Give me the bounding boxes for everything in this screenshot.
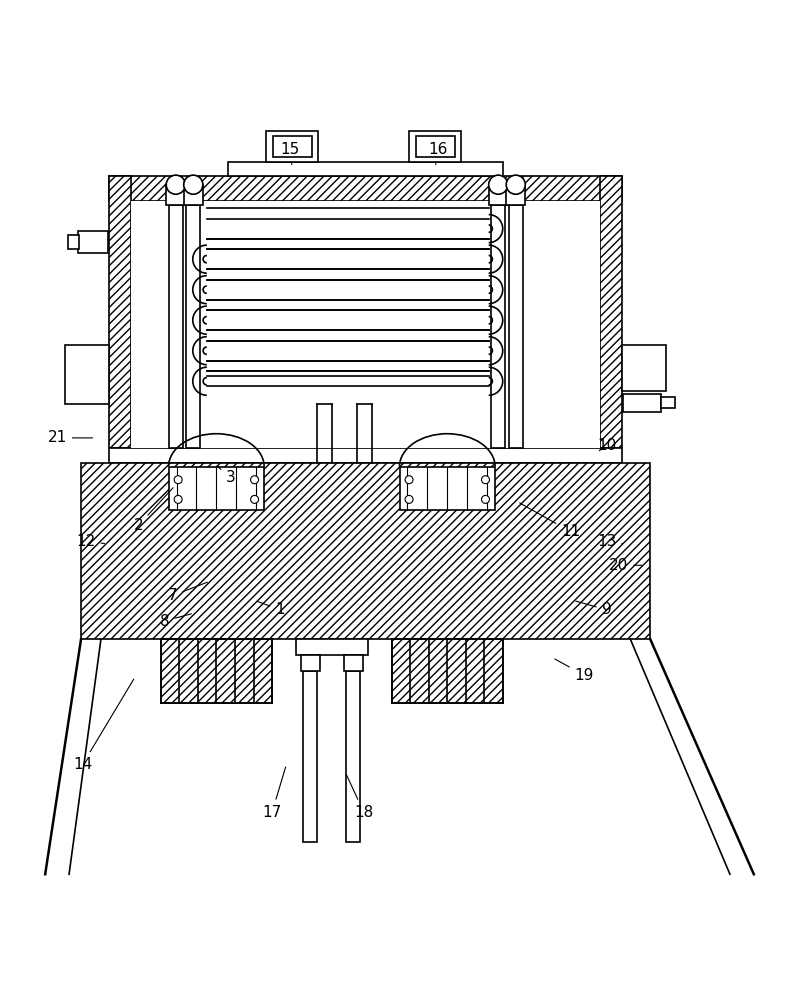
Bar xyxy=(303,671,317,842)
Bar xyxy=(65,345,109,404)
Bar xyxy=(415,136,455,157)
Text: 2: 2 xyxy=(133,488,173,533)
Bar xyxy=(296,639,368,655)
Text: 16: 16 xyxy=(428,142,447,164)
Circle shape xyxy=(405,476,413,484)
Bar xyxy=(344,655,363,671)
Text: 21: 21 xyxy=(47,430,93,445)
Bar xyxy=(392,639,503,703)
Circle shape xyxy=(482,476,490,484)
Text: 9: 9 xyxy=(576,601,611,617)
Bar xyxy=(68,235,78,249)
Text: 7: 7 xyxy=(168,582,208,603)
Circle shape xyxy=(166,175,185,194)
Circle shape xyxy=(405,495,413,503)
Bar xyxy=(300,655,320,671)
Text: 1: 1 xyxy=(257,601,285,617)
Bar xyxy=(169,205,183,448)
Circle shape xyxy=(251,476,259,484)
Text: 15: 15 xyxy=(280,142,300,164)
Bar xyxy=(491,205,506,448)
Bar xyxy=(229,162,503,176)
Circle shape xyxy=(482,495,490,503)
Text: 18: 18 xyxy=(347,775,373,820)
Bar xyxy=(400,467,495,510)
Bar xyxy=(169,467,264,510)
Text: 12: 12 xyxy=(76,534,105,549)
Bar xyxy=(131,201,600,448)
Bar xyxy=(109,176,622,201)
Bar xyxy=(623,394,662,412)
Bar xyxy=(489,185,508,205)
Bar xyxy=(509,205,523,448)
Bar xyxy=(266,131,318,162)
Circle shape xyxy=(174,495,182,503)
Text: 8: 8 xyxy=(160,614,192,629)
Bar xyxy=(78,231,108,253)
Bar xyxy=(184,185,203,205)
Bar xyxy=(346,671,360,842)
Circle shape xyxy=(174,476,182,484)
Bar xyxy=(109,176,131,448)
Circle shape xyxy=(489,175,508,194)
Text: 14: 14 xyxy=(73,679,133,772)
Text: 17: 17 xyxy=(263,767,285,820)
Bar xyxy=(186,205,201,448)
Circle shape xyxy=(251,495,259,503)
Bar xyxy=(409,131,461,162)
Bar xyxy=(272,136,312,157)
Text: 20: 20 xyxy=(609,558,642,573)
Circle shape xyxy=(507,175,525,194)
Bar xyxy=(661,397,675,408)
Bar xyxy=(166,185,185,205)
Bar xyxy=(600,176,622,448)
Bar xyxy=(507,185,525,205)
Text: 11: 11 xyxy=(520,503,580,539)
Bar xyxy=(109,448,622,463)
Circle shape xyxy=(184,175,203,194)
Text: 3: 3 xyxy=(217,466,236,485)
Bar xyxy=(81,463,650,639)
Text: 13: 13 xyxy=(597,534,622,549)
Text: 19: 19 xyxy=(555,659,594,683)
Bar xyxy=(161,639,272,703)
Text: 10: 10 xyxy=(597,438,616,453)
Bar xyxy=(622,345,666,391)
